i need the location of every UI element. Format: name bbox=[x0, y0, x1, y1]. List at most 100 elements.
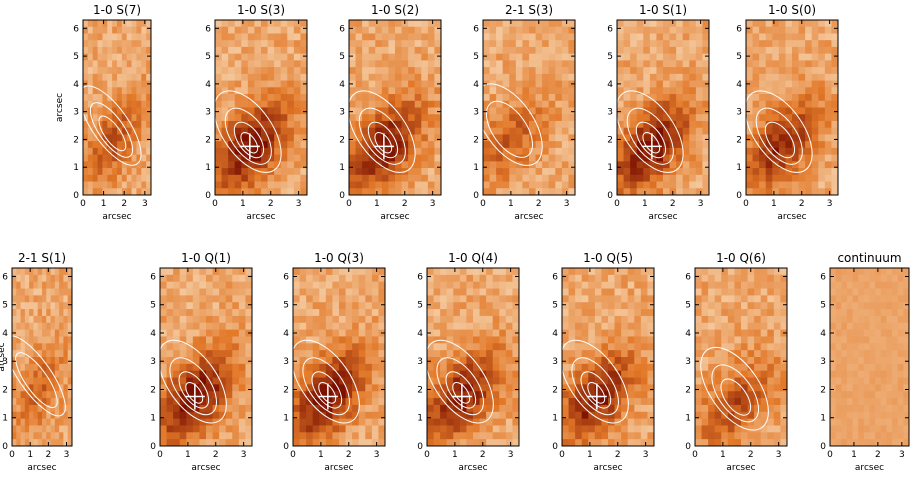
map-pixel bbox=[102, 81, 107, 88]
map-pixel bbox=[516, 188, 523, 195]
map-pixel bbox=[522, 81, 529, 88]
map-pixel bbox=[702, 188, 709, 195]
map-pixel bbox=[186, 275, 193, 282]
map-pixel bbox=[506, 384, 513, 391]
map-pixel bbox=[199, 316, 206, 323]
map-pixel bbox=[512, 268, 519, 275]
map-pixel bbox=[428, 54, 435, 61]
map-pixel bbox=[173, 439, 180, 446]
map-pixel bbox=[59, 343, 64, 350]
map-pixel bbox=[372, 405, 379, 412]
map-pixel bbox=[127, 33, 132, 40]
map-pixel bbox=[499, 323, 506, 330]
map-pixel bbox=[213, 295, 220, 302]
map-pixel bbox=[88, 148, 93, 155]
map-pixel bbox=[88, 94, 93, 101]
map-pixel bbox=[696, 87, 703, 94]
map-pixel bbox=[294, 47, 301, 54]
map-pixel bbox=[542, 40, 549, 47]
map-pixel bbox=[562, 67, 569, 74]
map-pixel bbox=[319, 323, 326, 330]
map-pixel bbox=[608, 268, 615, 275]
map-pixel bbox=[21, 295, 26, 302]
map-pixel bbox=[506, 419, 513, 426]
map-pixel bbox=[624, 20, 631, 27]
map-pixel bbox=[542, 161, 549, 168]
map-pixel bbox=[785, 148, 792, 155]
map-pixel bbox=[588, 432, 595, 439]
map-pixel bbox=[630, 188, 637, 195]
map-pixel bbox=[601, 336, 608, 343]
map-pixel bbox=[421, 40, 428, 47]
map-pixel bbox=[506, 391, 513, 398]
map-pixel bbox=[542, 114, 549, 121]
map-pixel bbox=[281, 87, 288, 94]
map-pixel bbox=[245, 405, 252, 412]
map-pixel bbox=[180, 268, 187, 275]
map-pixel bbox=[395, 148, 402, 155]
map-pixel bbox=[568, 20, 575, 27]
map-pixel bbox=[683, 20, 690, 27]
map-pixel bbox=[281, 155, 288, 162]
map-pixel bbox=[287, 27, 294, 34]
map-pixel bbox=[248, 40, 255, 47]
map-pixel bbox=[503, 108, 510, 115]
map-pixel bbox=[656, 101, 663, 108]
map-pixel bbox=[509, 74, 516, 81]
map-pixel bbox=[117, 182, 122, 189]
map-pixel bbox=[453, 323, 460, 330]
map-pixel bbox=[415, 74, 422, 81]
map-pixel bbox=[434, 357, 441, 364]
map-pixel bbox=[529, 54, 536, 61]
map-pixel bbox=[568, 54, 575, 61]
y-tick-label: 6 bbox=[2, 272, 8, 282]
map-pixel bbox=[683, 60, 690, 67]
map-pixel bbox=[761, 289, 768, 296]
map-pixel bbox=[754, 371, 761, 378]
map-pixel bbox=[241, 188, 248, 195]
map-pixel bbox=[506, 364, 513, 371]
map-pixel bbox=[608, 323, 615, 330]
map-pixel bbox=[641, 378, 648, 385]
y-tick-label: 2 bbox=[417, 385, 423, 395]
map-pixel bbox=[499, 282, 506, 289]
map-pixel bbox=[281, 188, 288, 195]
map-pixel bbox=[575, 323, 582, 330]
map-pixel bbox=[313, 275, 320, 282]
map-pixel bbox=[16, 302, 21, 309]
map-pixel bbox=[319, 302, 326, 309]
map-pixel bbox=[98, 155, 103, 162]
map-pixel bbox=[503, 47, 510, 54]
map-pixel bbox=[683, 155, 690, 162]
map-pixel bbox=[830, 350, 836, 357]
map-pixel bbox=[428, 114, 435, 121]
map-pixel bbox=[375, 182, 382, 189]
map-pixel bbox=[643, 81, 650, 88]
map-pixel bbox=[63, 425, 68, 432]
map-pixel bbox=[356, 148, 363, 155]
x-tick-label: 2 bbox=[748, 450, 754, 460]
map-pixel bbox=[228, 20, 235, 27]
map-pixel bbox=[683, 182, 690, 189]
map-pixel bbox=[650, 33, 657, 40]
map-pixel bbox=[127, 74, 132, 81]
y-tick-label: 3 bbox=[73, 108, 79, 118]
y-tick-label: 6 bbox=[283, 272, 289, 282]
map-pixel bbox=[689, 101, 696, 108]
map-pixel bbox=[93, 161, 98, 168]
map-pixel bbox=[447, 289, 454, 296]
map-pixel bbox=[294, 114, 301, 121]
map-pixel bbox=[206, 268, 213, 275]
map-pixel bbox=[160, 405, 167, 412]
map-pixel bbox=[306, 330, 313, 337]
map-pixel bbox=[617, 67, 624, 74]
map-pixel bbox=[51, 439, 56, 446]
map-pixel bbox=[708, 419, 715, 426]
map-pixel bbox=[239, 398, 246, 405]
map-pixel bbox=[293, 432, 300, 439]
map-pixel bbox=[93, 182, 98, 189]
map-pixel bbox=[453, 405, 460, 412]
map-pixel bbox=[294, 101, 301, 108]
map-pixel bbox=[836, 432, 842, 439]
map-pixel bbox=[689, 121, 696, 128]
